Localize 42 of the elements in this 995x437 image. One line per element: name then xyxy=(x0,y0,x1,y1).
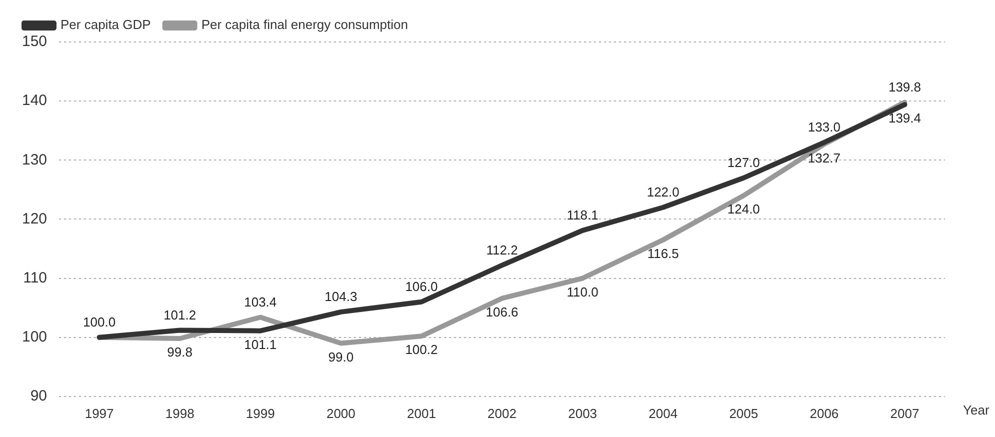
x-tick-label: 1998 xyxy=(165,406,194,421)
data-label: 112.2 xyxy=(486,242,518,258)
data-label: 106.0 xyxy=(405,278,438,294)
y-tick-label: 110 xyxy=(23,269,48,286)
x-tick-label: 1997 xyxy=(84,406,114,421)
data-label: 127.0 xyxy=(727,154,760,170)
y-tick-label: 130 xyxy=(22,151,48,168)
data-label: 101.1 xyxy=(244,336,277,352)
data-label: 122.0 xyxy=(646,184,680,200)
data-label: 103.4 xyxy=(244,294,277,310)
data-label: 132.7 xyxy=(808,150,840,166)
data-label: 104.3 xyxy=(324,289,358,304)
x-tick-label: 2004 xyxy=(648,406,678,421)
y-tick-label: 100 xyxy=(22,328,48,346)
data-label: 133.0 xyxy=(808,119,840,134)
data-label: 118.1 xyxy=(566,208,598,222)
data-label: 139.8 xyxy=(888,79,921,94)
y-tick-label: 150 xyxy=(22,33,48,50)
data-label: 99.8 xyxy=(167,344,192,360)
data-label: 110.0 xyxy=(566,284,598,300)
x-tick-label: 2006 xyxy=(810,406,839,421)
data-label: 116.5 xyxy=(647,246,679,261)
x-tick-label: 2002 xyxy=(488,406,516,421)
y-tick-label: 140 xyxy=(22,92,48,110)
x-tick-label: 2005 xyxy=(729,406,758,421)
x-axis-title: Year xyxy=(963,402,990,418)
data-label: 101.2 xyxy=(164,307,196,322)
x-tick-label: 2003 xyxy=(568,406,598,421)
data-label: 106.6 xyxy=(486,304,518,320)
data-label: 99.0 xyxy=(328,349,354,364)
x-tick-label: 2001 xyxy=(407,406,436,421)
legend-label: Per capita final energy consumption xyxy=(201,17,408,32)
x-tick-label: 2000 xyxy=(326,406,356,421)
y-tick-label: 120 xyxy=(22,210,48,228)
data-label: 100.0 xyxy=(83,314,116,330)
x-tick-label: 2007 xyxy=(890,406,920,421)
data-label: 139.4 xyxy=(888,110,921,126)
data-label: 124.0 xyxy=(727,202,760,217)
y-tick-label: 90 xyxy=(30,388,48,405)
data-label: 100.2 xyxy=(405,342,438,358)
legend-label: Per capita GDP xyxy=(60,17,151,32)
x-tick-label: 1999 xyxy=(246,406,275,421)
